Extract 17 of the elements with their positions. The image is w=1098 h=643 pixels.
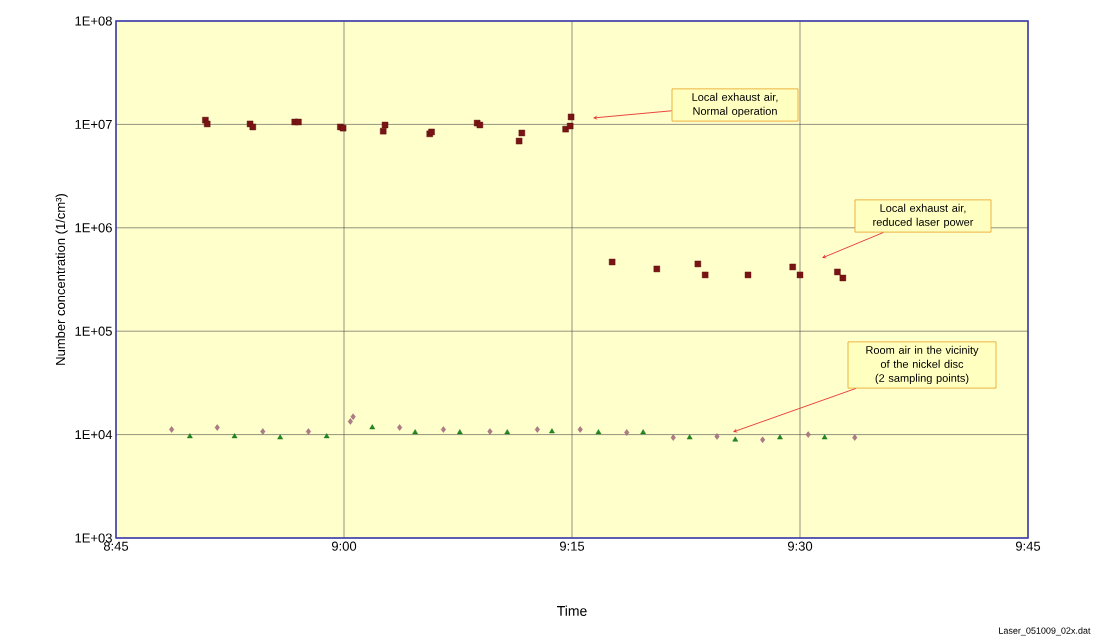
y-tick-label: 1E+07 (75, 119, 112, 129)
x-tick-label: 9:45 (1015, 541, 1041, 551)
y-tick-label: 1E+05 (75, 326, 112, 336)
x-tick-label: 9:15 (559, 541, 585, 551)
y-tick-label: 1E+04 (75, 429, 113, 440)
y-axis-title: Number concentration (1/cm³) (55, 193, 68, 365)
x-axis-title: Time (557, 605, 587, 616)
y-tick-label: 1E+08 (75, 16, 112, 26)
text: Laser_051009_02x.dat (999, 627, 1091, 636)
annotation: Room air in the vicinity of the nickel disc (2 sampling points) (866, 345, 979, 385)
x-tick-label: 9:00 (331, 541, 357, 551)
annotation: Local exhaust air, Normal operation (692, 92, 778, 118)
annotation: Local exhaust air, reduced laser power (873, 203, 974, 229)
x-tick-label: 9:30 (787, 541, 813, 551)
x-tick-label: 8:45 (103, 541, 129, 551)
y-tick-label: 1E+06 (75, 223, 112, 233)
y-tick-label: 1E+03 (75, 533, 112, 543)
